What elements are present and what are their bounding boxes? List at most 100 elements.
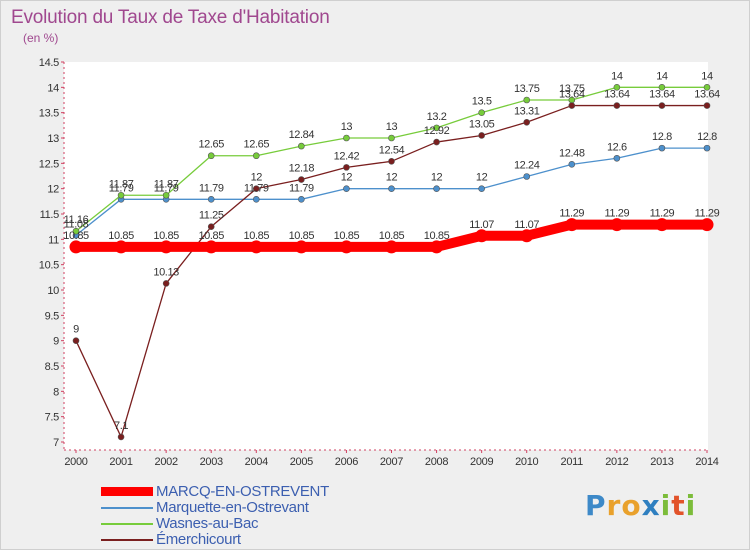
data-point-0 [700, 218, 714, 232]
data-point-3 [703, 102, 711, 109]
data-label-2: 12.65 [244, 139, 270, 151]
y-tick-label: 14 [47, 82, 59, 94]
data-point-2 [343, 134, 350, 142]
data-point-3 [433, 138, 440, 146]
data-point-3 [207, 223, 215, 230]
y-tick-label: 11 [48, 234, 59, 246]
data-point-0 [339, 240, 353, 254]
data-label-0: 11.29 [695, 208, 720, 220]
data-point-3 [568, 102, 576, 109]
data-point-1 [478, 185, 485, 192]
x-tick-label: 2003 [200, 456, 223, 468]
data-label-2: 13 [386, 121, 398, 133]
data-point-1 [343, 185, 350, 192]
x-tick-label: 2010 [515, 456, 538, 468]
data-point-2 [117, 191, 125, 199]
data-label-1: 12 [476, 172, 488, 184]
x-tick-label: 2006 [335, 456, 358, 468]
data-label-3: 12.18 [289, 163, 315, 175]
data-label-2: 11.16 [64, 214, 89, 226]
plot-area [64, 62, 708, 450]
x-tick-label: 2005 [290, 456, 313, 468]
data-label-2: 13.2 [427, 111, 447, 123]
data-point-3 [388, 158, 395, 165]
y-tick-label: 12.5 [39, 158, 59, 170]
data-point-3 [478, 132, 485, 139]
proxiti-logo: Proxiti [585, 489, 697, 522]
data-point-2 [72, 227, 80, 235]
data-point-0 [159, 240, 173, 254]
data-label-3: 12.92 [424, 125, 450, 137]
data-label-2: 11.87 [154, 178, 179, 190]
data-label-3: 13.64 [649, 89, 675, 101]
data-label-0: 10.85 [334, 230, 360, 242]
chart-title: Evolution du Taux de Taxe d'Habitation [11, 7, 330, 28]
data-point-2 [433, 124, 440, 132]
y-tick-label: 7 [53, 437, 59, 449]
y-tick-label: 13.5 [39, 108, 59, 120]
y-unit-label: (en %) [23, 31, 59, 45]
data-point-3 [162, 280, 170, 287]
data-label-0: 10.85 [289, 230, 315, 242]
data-point-3 [658, 102, 666, 109]
data-label-2: 13.75 [559, 83, 585, 95]
data-label-0: 11.29 [650, 208, 675, 220]
legend-swatch-2 [101, 523, 153, 525]
data-point-1 [523, 173, 531, 180]
data-point-0 [475, 229, 489, 243]
data-point-2 [613, 84, 621, 91]
data-label-1: 11.79 [244, 182, 269, 194]
data-point-2 [252, 152, 260, 160]
data-label-0: 11.29 [559, 208, 584, 220]
legend-swatch-1 [101, 507, 153, 509]
data-label-0: 11.07 [514, 219, 539, 231]
data-label-0: 11.29 [604, 208, 629, 220]
data-point-3 [252, 185, 260, 192]
data-label-3: 13.64 [559, 89, 585, 101]
data-label-1: 11.79 [109, 182, 134, 194]
legend-label-0: MARCQ-EN-OSTREVENT [156, 483, 329, 500]
y-tick-label: 8.5 [45, 361, 60, 373]
data-label-0: 10.85 [244, 230, 270, 242]
data-point-1 [613, 154, 621, 162]
data-label-1: 12.24 [514, 160, 540, 172]
data-label-2: 13.75 [514, 83, 540, 95]
data-label-2: 13.5 [472, 96, 492, 108]
data-point-0 [249, 240, 263, 254]
y-tick-label: 11.5 [40, 209, 60, 221]
data-label-2: 12.84 [289, 129, 315, 141]
data-label-0: 10.85 [153, 230, 179, 242]
y-tick-label: 9 [53, 336, 59, 348]
data-label-0: 10.85 [63, 230, 89, 242]
data-point-1 [703, 144, 711, 152]
data-point-1 [433, 185, 440, 192]
legend-label-2: Wasnes-au-Bac [156, 515, 259, 532]
data-point-0 [69, 240, 83, 254]
data-label-3: 12.42 [334, 150, 360, 162]
x-tick-label: 2011 [561, 456, 584, 468]
data-label-1: 12.8 [652, 131, 672, 143]
data-point-1 [658, 144, 666, 152]
x-tick-label: 2004 [245, 456, 268, 468]
y-tick-label: 10.5 [39, 260, 59, 272]
data-label-3: 13.31 [514, 105, 540, 117]
data-point-0 [294, 240, 308, 254]
y-tick-label: 7.5 [45, 412, 60, 424]
data-label-2: 14 [701, 70, 713, 82]
data-point-2 [207, 152, 215, 160]
x-tick-label: 2008 [425, 456, 448, 468]
data-point-3 [117, 433, 125, 441]
data-point-0 [385, 240, 398, 254]
data-label-0: 10.85 [108, 230, 134, 242]
data-label-0: 10.85 [424, 230, 450, 242]
x-tick-label: 2014 [695, 456, 718, 468]
data-label-1: 12.8 [697, 131, 717, 143]
y-tick-label: 13 [47, 133, 59, 145]
data-point-1 [298, 196, 305, 203]
data-label-3: 13.64 [604, 89, 630, 101]
data-point-1 [388, 185, 395, 192]
data-label-0: 11.07 [469, 219, 494, 231]
data-label-1: 12 [431, 172, 443, 184]
data-label-2: 12.65 [198, 139, 224, 151]
